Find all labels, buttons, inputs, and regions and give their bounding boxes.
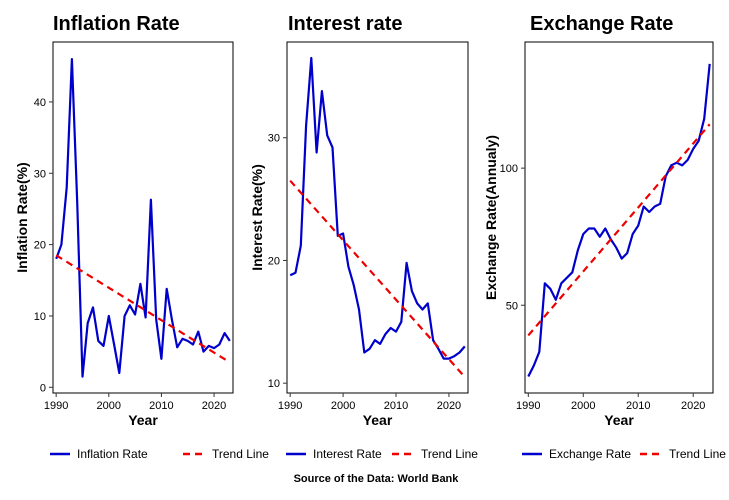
legend: Exchange Rate Trend Line — [522, 447, 726, 461]
trend-line — [55, 254, 231, 364]
y-tick-label: 30 — [268, 133, 280, 145]
y-axis-label: Interest Rate(%) — [249, 164, 265, 271]
x-axis-label: Year — [604, 412, 634, 428]
y-tick-label: 50 — [506, 300, 518, 312]
x-tick-label: 2010 — [384, 400, 408, 412]
legend-label-trend: Trend Line — [669, 447, 726, 461]
series-line-interest-rate — [289, 56, 466, 360]
x-tick-label: 2000 — [571, 400, 595, 412]
x-tick-label: 1990 — [516, 400, 540, 412]
x-tick-label: 2000 — [97, 400, 121, 412]
y-tick-label: 30 — [34, 168, 46, 180]
panel-interest-rate: Interest rate 1990 2000 2010 2020 10 20 30 Year I… — [249, 13, 478, 461]
legend-label-series: Exchange Rate — [549, 447, 631, 461]
panel-title: Inflation Rate — [53, 13, 180, 35]
y-tick-label: 10 — [34, 311, 46, 323]
y-axis-label: Inflation Rate(%) — [14, 162, 30, 272]
x-tick-label: 2020 — [202, 400, 226, 412]
trend-line — [527, 123, 711, 337]
panel-exchange-rate: Exchange Rate 1990 2000 2010 2020 50 100 Year Ex… — [483, 13, 726, 461]
trend-line — [289, 179, 466, 378]
x-axis-label: Year — [363, 412, 393, 428]
legend-label-trend: Trend Line — [212, 447, 269, 461]
x-tick-label: 2010 — [626, 400, 650, 412]
legend: Inflation Rate Trend Line — [50, 447, 269, 461]
x-tick-label: 1990 — [44, 400, 68, 412]
plot-frame — [52, 41, 234, 394]
plot-frame — [524, 41, 714, 394]
panel-title: Interest rate — [288, 13, 403, 35]
y-tick-label: 100 — [500, 163, 518, 175]
legend-label-series: Inflation Rate — [77, 447, 148, 461]
y-axis-label: Exchange Rate(Annualy) — [483, 135, 499, 300]
y-tick-label: 10 — [268, 378, 280, 390]
x-tick-label: 2010 — [149, 400, 173, 412]
x-axis-label: Year — [128, 412, 158, 428]
x-tick-label: 1990 — [278, 400, 302, 412]
series-line-exchange-rate — [527, 63, 711, 377]
legend-label-trend: Trend Line — [421, 447, 478, 461]
y-tick-label: 20 — [268, 255, 280, 267]
series-line-inflation-rate — [55, 57, 231, 378]
y-tick-label: 20 — [34, 240, 46, 252]
panel-inflation-rate: Inflation Rate 1990 2000 2010 2020 0 10 20 30 40 Y… — [14, 13, 269, 461]
source-caption: Source of the Data: World Bank — [294, 473, 460, 485]
x-tick-label: 2020 — [681, 400, 705, 412]
plot-frame — [286, 41, 469, 394]
x-tick-label: 2020 — [437, 400, 461, 412]
y-tick-label: 0 — [40, 382, 46, 394]
y-tick-label: 40 — [34, 97, 46, 109]
legend: Interest Rate Trend Line — [286, 447, 478, 461]
x-tick-label: 2000 — [331, 400, 355, 412]
legend-label-series: Interest Rate — [313, 447, 382, 461]
panel-title: Exchange Rate — [530, 13, 673, 35]
